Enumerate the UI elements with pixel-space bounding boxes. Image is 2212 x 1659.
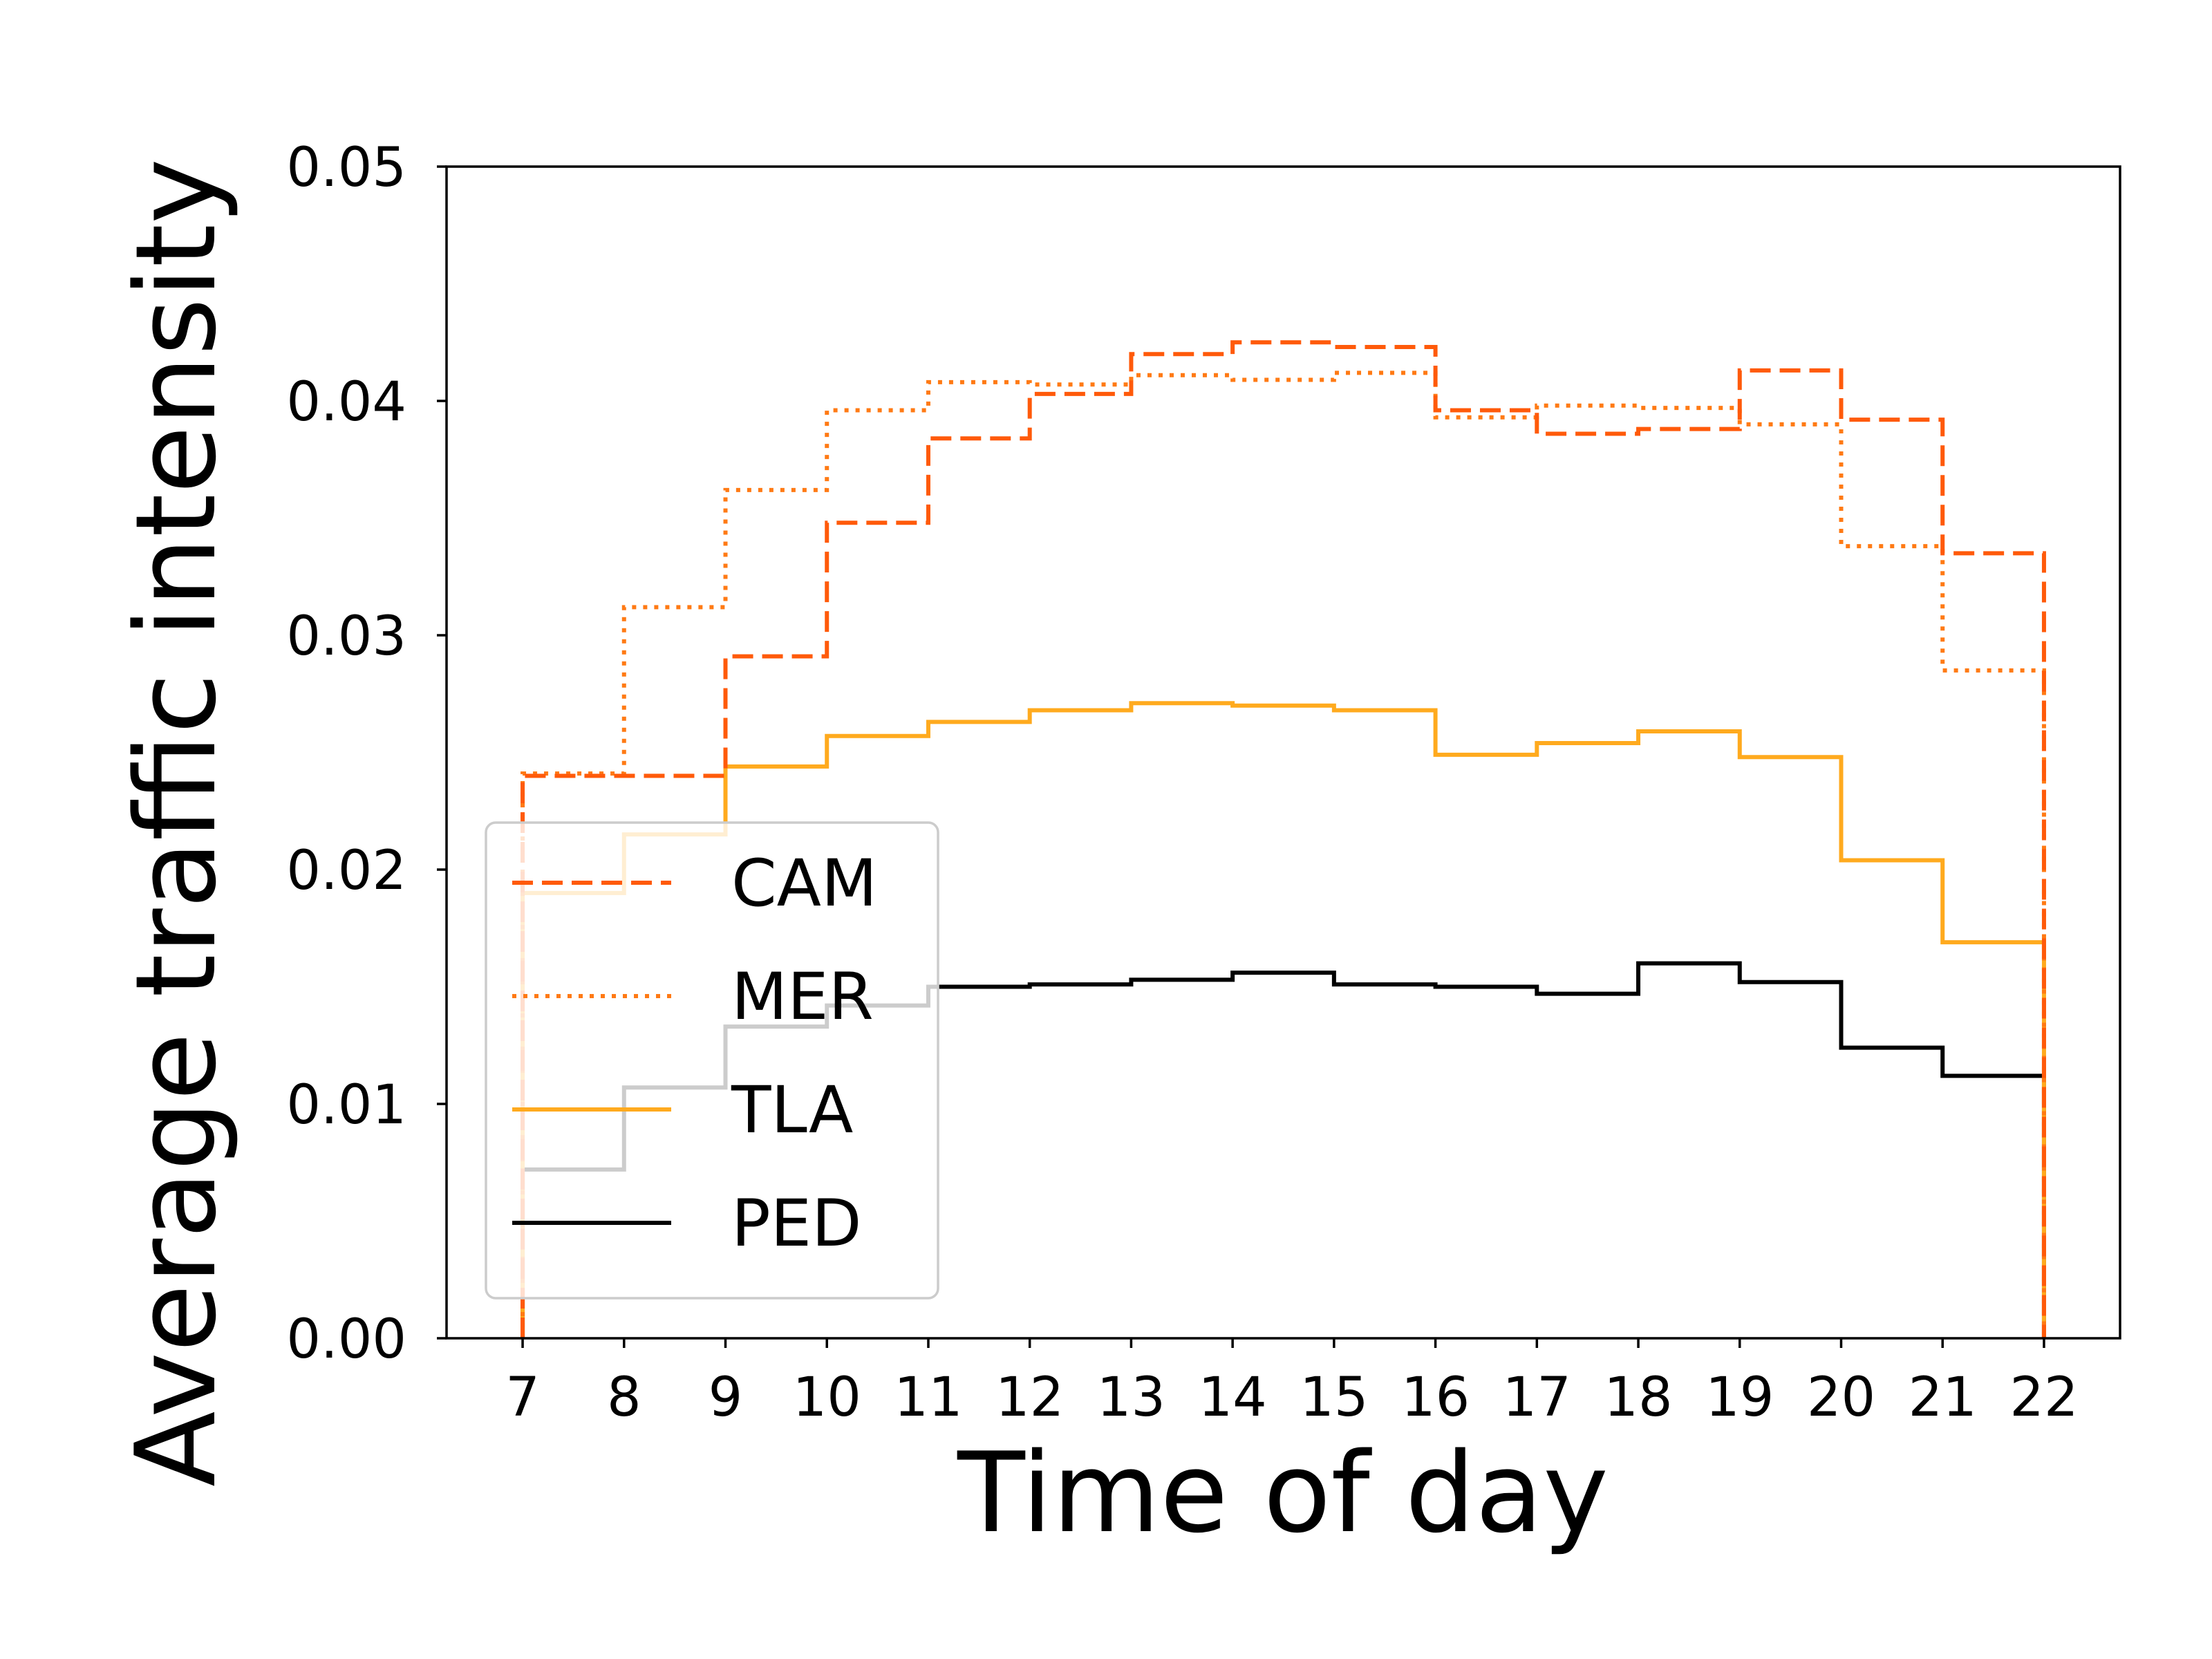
y-tick-label: 0.03: [286, 606, 406, 668]
plot-frame: [445, 165, 2121, 1340]
x-axis-label: Time of day: [957, 1428, 1609, 1557]
legend: CAM MER TLA PED: [485, 821, 939, 1300]
x-tick-label: 8: [607, 1367, 641, 1429]
legend-label-ped: PED: [731, 1186, 861, 1262]
x-axis-ticks: 7 8 9 10 11 12 13 14 15 16 17 18 19 20 21 22: [505, 1338, 2079, 1429]
legend-label-cam: CAM: [731, 846, 877, 921]
x-tick-label: 19: [1705, 1367, 1774, 1429]
y-axis-ticks: 0.00 0.01 0.02 0.03 0.04 0.05: [286, 137, 447, 1371]
x-tick-label: 14: [1199, 1367, 1267, 1429]
x-tick-label: 15: [1300, 1367, 1368, 1429]
x-tick-label: 20: [1807, 1367, 1875, 1429]
y-tick-label: 0.02: [286, 840, 406, 902]
y-tick-label: 0.05: [286, 137, 406, 199]
x-tick-label: 22: [2009, 1367, 2078, 1429]
y-tick-label: 0.01: [286, 1074, 406, 1136]
x-tick-label: 21: [1909, 1367, 1977, 1429]
x-tick-label: 9: [709, 1367, 743, 1429]
x-tick-label: 13: [1097, 1367, 1165, 1429]
legend-label-mer: MER: [731, 959, 874, 1035]
y-tick-label: 0.00: [286, 1309, 406, 1371]
legend-frame: [485, 821, 939, 1300]
x-tick-label: 18: [1604, 1367, 1672, 1429]
x-tick-label: 11: [894, 1367, 962, 1429]
y-tick-label: 0.04: [286, 371, 406, 433]
series-line-mer: [521, 371, 2046, 1338]
series-line-tla: [521, 701, 2046, 1338]
x-tick-label: 7: [505, 1367, 540, 1429]
y-axis-label: Average traffic intensity: [111, 158, 241, 1487]
legend-label-tla: TLA: [731, 1073, 853, 1148]
x-tick-label: 17: [1503, 1367, 1571, 1429]
x-tick-label: 12: [995, 1367, 1064, 1429]
x-tick-label: 16: [1401, 1367, 1470, 1429]
x-tick-label: 10: [793, 1367, 861, 1429]
series-line-cam: [521, 340, 2046, 1338]
